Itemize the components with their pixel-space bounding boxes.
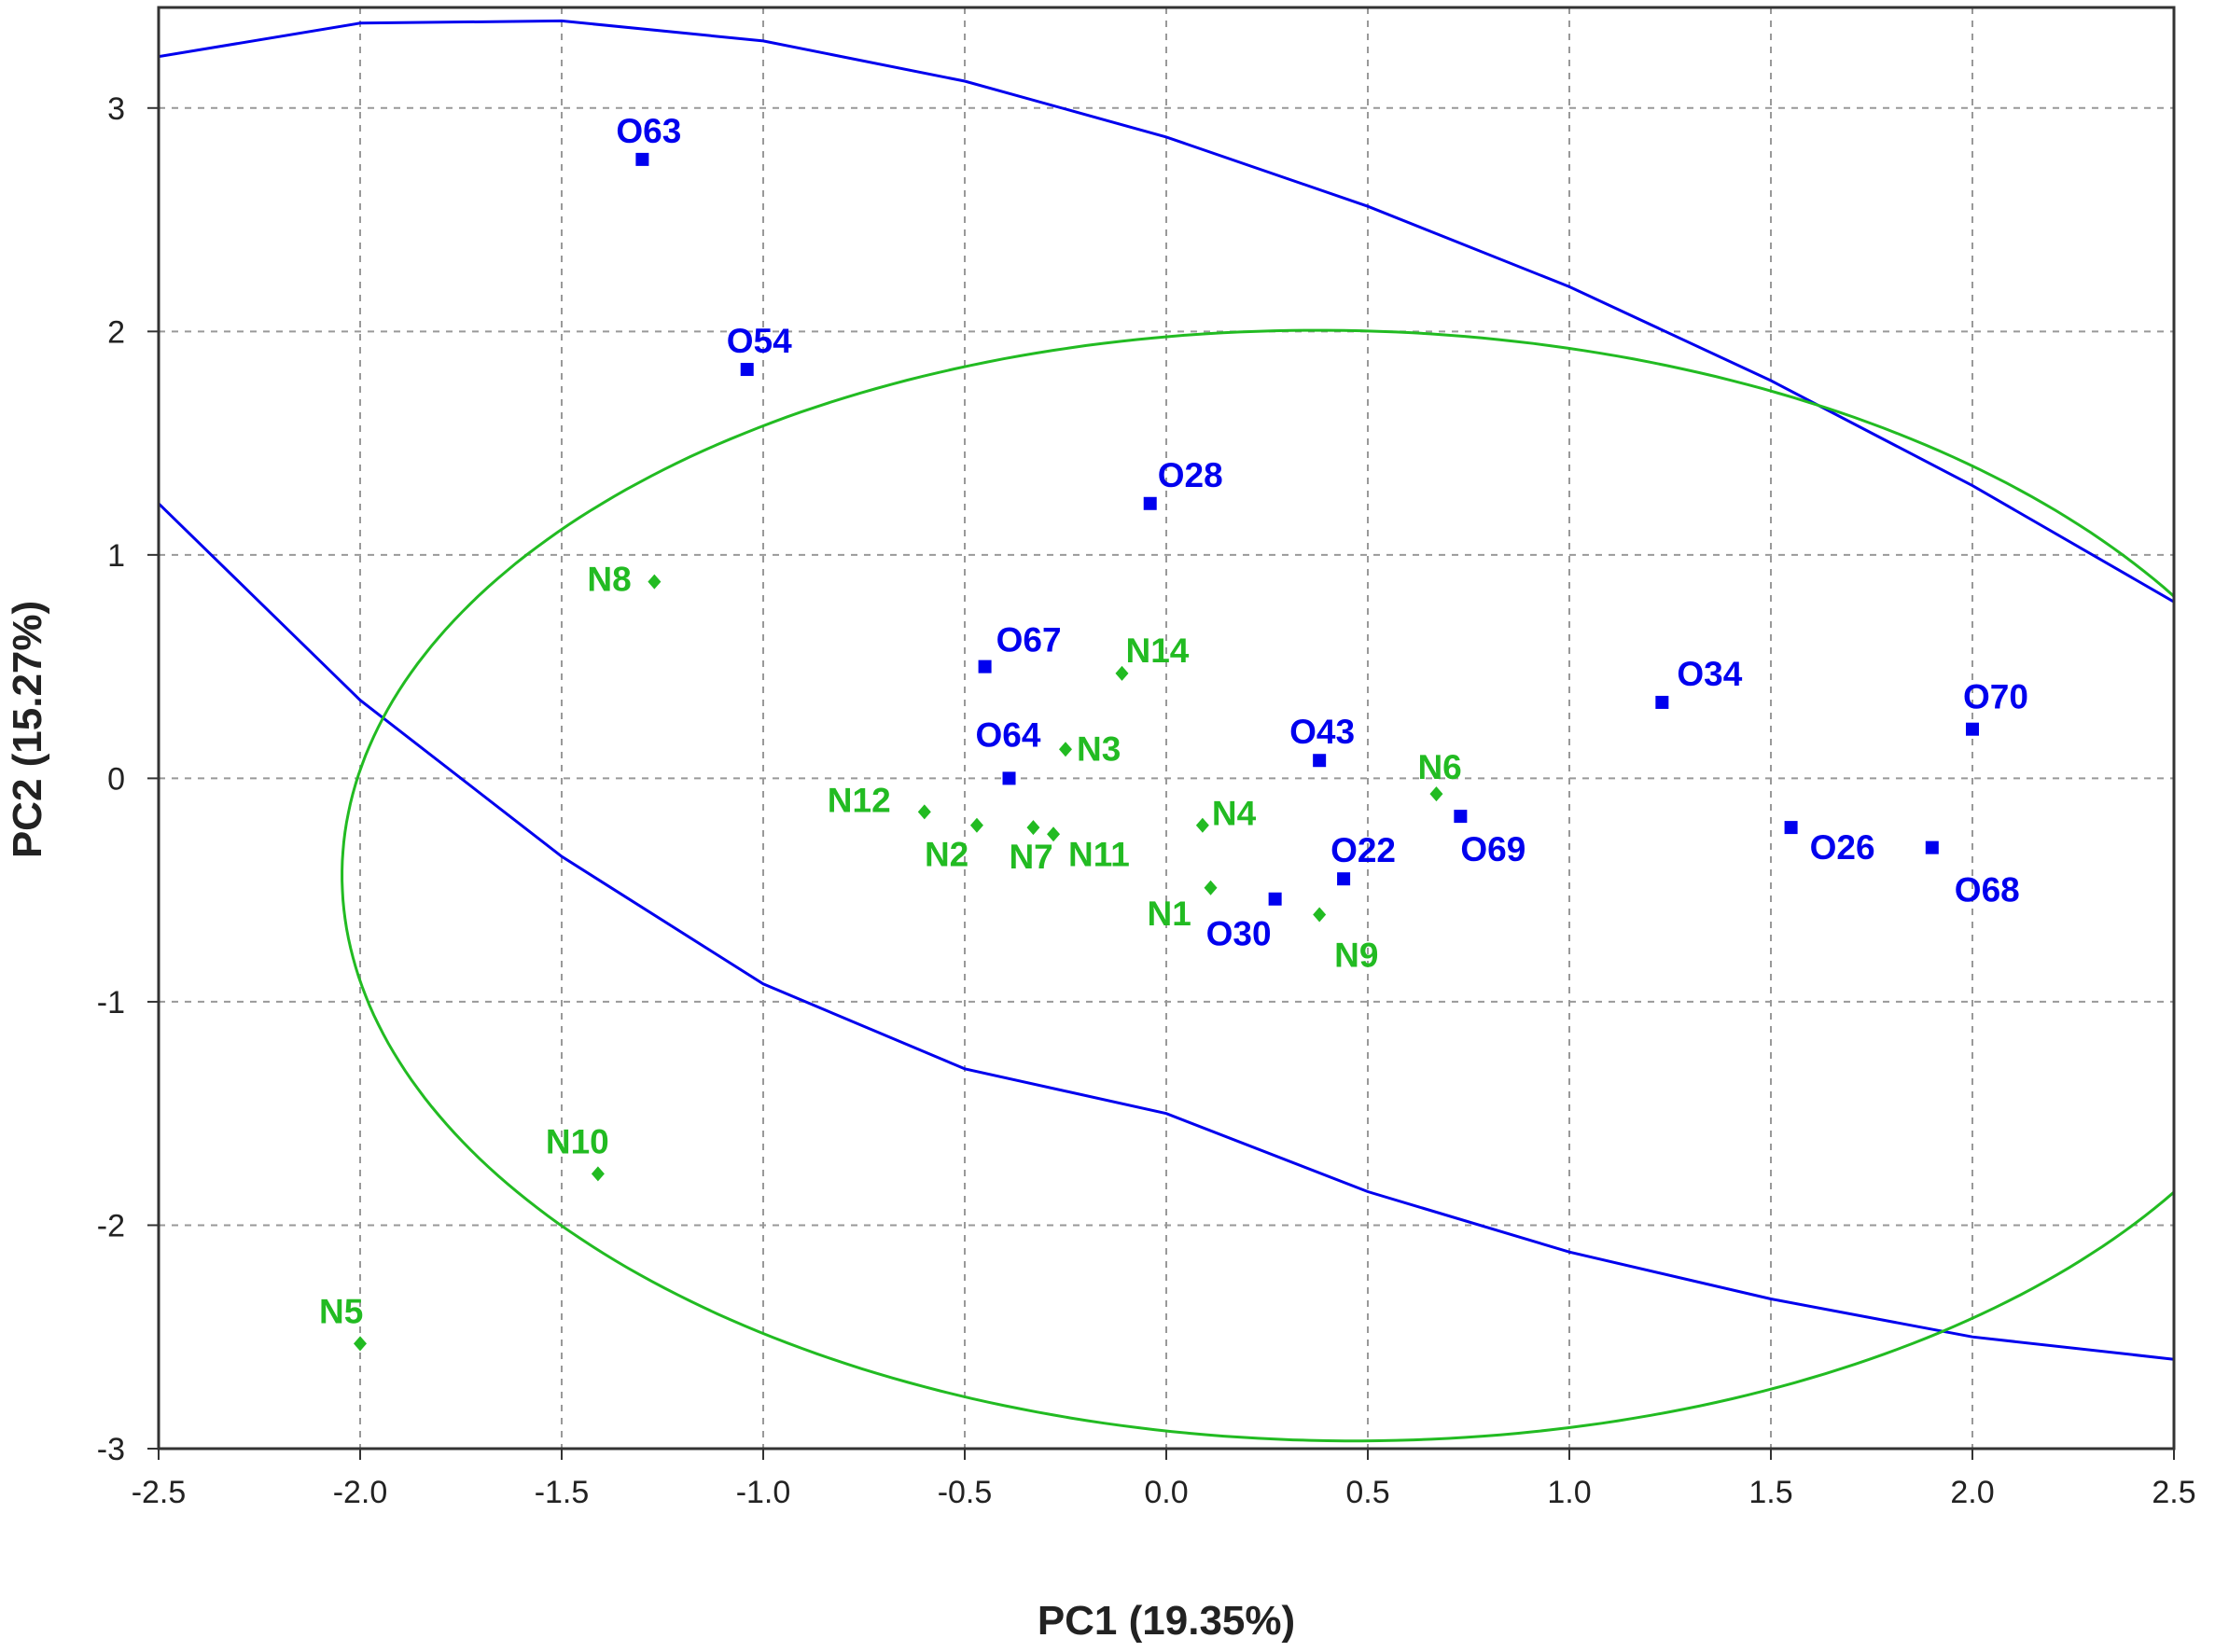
- label-o63: O63: [616, 112, 681, 150]
- marker-o70: [1966, 722, 1979, 736]
- marker-o67: [978, 659, 992, 673]
- y-tick-label: 0: [107, 761, 125, 797]
- marker-n10: [591, 1166, 605, 1182]
- x-tick-label: -1.0: [736, 1475, 791, 1510]
- marker-n4: [1195, 817, 1209, 833]
- label-o70: O70: [1963, 678, 2028, 716]
- label-o28: O28: [1158, 456, 1223, 494]
- marker-o69: [1454, 810, 1468, 824]
- label-n3: N3: [1077, 729, 1121, 768]
- y-tick-label: -2: [97, 1208, 125, 1243]
- marker-o63: [635, 152, 649, 166]
- marker-n12: [917, 804, 931, 820]
- label-n4: N4: [1212, 795, 1257, 833]
- grid: [159, 7, 2174, 1449]
- label-n10: N10: [546, 1122, 609, 1160]
- marker-n6: [1429, 786, 1443, 802]
- marker-o34: [1655, 695, 1669, 709]
- y-tick-label: 3: [107, 91, 125, 127]
- x-tick-label: 1.5: [1748, 1475, 1792, 1510]
- ellipse-green: [341, 328, 2174, 1443]
- label-o22: O22: [1330, 831, 1396, 869]
- marker-o22: [1337, 872, 1351, 886]
- marker-o26: [1784, 821, 1798, 835]
- marker-o54: [740, 363, 754, 377]
- x-tick-label: 0.5: [1345, 1475, 1389, 1510]
- label-o30: O30: [1206, 915, 1272, 953]
- label-n9: N9: [1334, 937, 1378, 975]
- y-tick-label: 2: [107, 314, 125, 350]
- label-n5: N5: [319, 1292, 363, 1330]
- marker-n8: [648, 574, 662, 590]
- label-n12: N12: [828, 781, 891, 819]
- marker-n2: [969, 817, 983, 833]
- marker-n9: [1313, 907, 1327, 923]
- marker-n11: [1047, 826, 1061, 842]
- y-axis-ticks: 3 2 1 0 -1 -2 -3: [97, 91, 159, 1467]
- marker-o28: [1143, 496, 1157, 510]
- x-tick-label: 2.0: [1950, 1475, 1994, 1510]
- marker-n1: [1204, 880, 1218, 895]
- x-tick-label: -1.5: [535, 1475, 590, 1510]
- label-o34: O34: [1677, 655, 1742, 693]
- marker-o64: [1002, 771, 1016, 785]
- label-n6: N6: [1417, 748, 1461, 786]
- marker-o30: [1268, 892, 1282, 906]
- confidence-ellipses: [159, 19, 2174, 1443]
- label-o54: O54: [727, 322, 792, 360]
- point-labels: O63 O54 O28 O67 O64 O43 O22 O30 O69 O34 O26 O68 O70 N…: [319, 112, 2028, 1331]
- label-o67: O67: [996, 621, 1062, 659]
- label-o64: O64: [976, 715, 1041, 754]
- y-tick-label: 1: [107, 538, 125, 574]
- marker-n5: [354, 1336, 367, 1352]
- marker-n14: [1115, 665, 1129, 681]
- y-tick-label: -1: [97, 985, 125, 1020]
- label-n11: N11: [1068, 835, 1130, 873]
- x-tick-label: 1.0: [1547, 1475, 1591, 1510]
- data-points: [354, 152, 1979, 1352]
- y-tick-label: -3: [97, 1432, 125, 1467]
- x-tick-label: 0.0: [1144, 1475, 1188, 1510]
- label-o69: O69: [1460, 830, 1525, 868]
- marker-n7: [1026, 820, 1040, 836]
- marker-o43: [1313, 754, 1327, 768]
- x-tick-label: 2.5: [2152, 1475, 2195, 1510]
- ellipse-blue-lower: [159, 502, 2174, 1361]
- x-axis-ticks: -2.5 -2.0 -1.5 -1.0 -0.5 0.0 0.5 1.0 1.5 2.0 2.5: [132, 1449, 2196, 1510]
- x-axis-title: PC1 (19.35%): [1038, 1598, 1295, 1644]
- y-axis-title: PC2 (15.27%): [5, 601, 50, 858]
- x-tick-label: -2.0: [333, 1475, 388, 1510]
- marker-o68: [1925, 840, 1939, 854]
- label-n8: N8: [587, 561, 631, 599]
- label-n7: N7: [1009, 838, 1052, 876]
- x-tick-label: -0.5: [938, 1475, 993, 1510]
- x-tick-label: -2.5: [132, 1475, 187, 1510]
- label-o43: O43: [1289, 713, 1355, 751]
- label-n2: N2: [925, 836, 968, 874]
- label-n1: N1: [1148, 895, 1191, 933]
- label-o26: O26: [1810, 828, 1875, 867]
- label-o68: O68: [1955, 871, 2020, 909]
- ellipse-blue-upper: [159, 19, 2174, 604]
- label-n14: N14: [1125, 632, 1189, 670]
- marker-n3: [1059, 742, 1072, 757]
